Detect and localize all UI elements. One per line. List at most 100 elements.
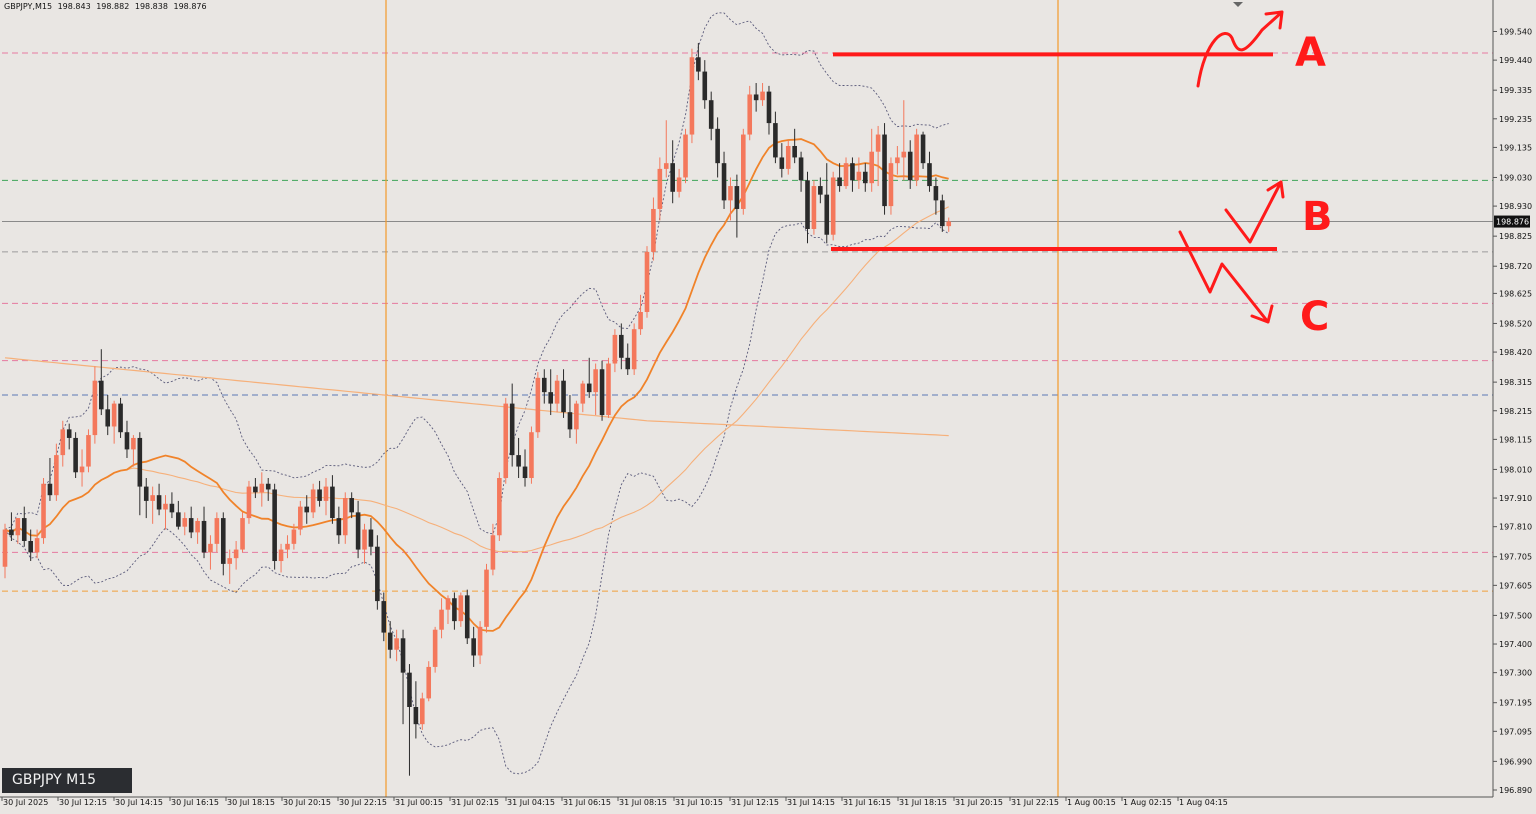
candle-body-134 [862,171,868,184]
candle-body-23 [150,495,155,501]
candle-body-105 [676,177,682,192]
candle-body-144 [927,163,932,187]
time-tick-label-15: 31 Jul 16:15 [843,798,891,807]
candle-body-96 [619,334,624,358]
candle-body-76 [490,535,496,570]
candle-body-11 [73,437,78,473]
ma-slow-line [4,357,949,437]
candle-body-110 [708,100,714,129]
price-axis: 199.540 199.440 199.335 199.235 199.135 199.0… [1493,28,1532,795]
time-tick-label-19: 1 Aug 00:15 [1067,798,1116,807]
candle-body-5 [34,538,40,553]
bollinger-upper [4,12,949,535]
price-tick-label-0: 199.540 [1499,28,1532,37]
candle-body-15 [99,380,104,410]
candle-body-14 [92,380,98,436]
time-tick-label-11: 31 Jul 08:15 [619,798,667,807]
candle-body-24 [156,495,162,510]
candle-body-147 [946,221,952,227]
candle-body-22 [143,486,149,501]
candle-body-86 [554,380,560,404]
price-tick-label-17: 197.810 [1499,523,1532,532]
price-tick-label-18: 197.705 [1499,553,1532,562]
candle-body-89 [574,403,579,430]
time-tick-label-13: 31 Jul 12:15 [731,798,779,807]
time-tick-label-21: 1 Aug 04:15 [1179,798,1228,807]
candle-body-129 [830,177,836,235]
candle-body-84 [541,377,547,393]
candle-body-140 [901,151,907,158]
current-price-box [1494,215,1530,228]
candle-body-8 [54,455,59,496]
candle-body-27 [176,512,181,527]
candle-body-70 [452,598,457,622]
candle-body-142 [914,134,919,181]
bollinger-lower [4,221,949,775]
candle-body-18 [118,403,123,433]
candle-body-52 [336,518,342,536]
candle-body-91 [586,383,592,393]
candle-body-123 [792,145,797,158]
low-price: 198.838 [134,2,168,11]
candle-body-34 [220,518,226,564]
candle-body-12 [79,466,85,473]
candle-body-17 [111,403,117,427]
time-tick-label-7: 31 Jul 00:15 [395,798,443,807]
price-tick-label-8: 198.720 [1499,262,1532,271]
candle-body-113 [728,186,733,201]
candle-body-109 [702,71,708,101]
candle-body-79 [509,403,515,456]
candle-body-114 [734,186,740,209]
candle-body-116 [747,94,753,135]
candle-body-54 [349,498,354,513]
candle-body-61 [394,638,399,650]
time-tick-label-2: 30 Jul 14:15 [115,798,163,807]
chart-shift-marker[interactable] [1233,2,1243,7]
scenario-b-arrow [1224,180,1285,244]
candle-body-111 [715,128,720,164]
candle-body-28 [182,518,188,527]
open-price: 198.843 [57,2,91,11]
price-tick-label-20: 197.500 [1499,611,1532,620]
annotations: A B C [831,10,1333,340]
candle-body-118 [760,91,765,101]
candle-body-46 [298,506,303,530]
time-tick-label-8: 31 Jul 02:15 [451,798,499,807]
candle-body-88 [567,412,573,430]
candle-body-132 [850,163,855,181]
price-tick-label-10: 198.520 [1499,319,1532,328]
candle-body-51 [330,486,335,519]
candle-body-72 [464,595,470,639]
candle-body-143 [920,134,926,164]
price-tick-label-26: 196.890 [1499,786,1532,795]
price-tick-label-25: 196.990 [1499,757,1532,766]
candle-body-1 [9,529,14,536]
price-tick-label-22: 197.300 [1499,669,1532,678]
candle-body-100 [644,251,650,313]
candle-body-95 [612,334,618,364]
time-tick-label-9: 31 Jul 04:15 [507,798,555,807]
candle-body-124 [798,157,804,181]
candle-body-43 [278,549,284,562]
candle-body-104 [670,163,675,192]
candle-body-35 [227,558,232,564]
candle-body-60 [387,632,393,650]
candle-body-32 [208,543,213,553]
candle-body-55 [355,512,361,550]
candle-body-73 [471,638,476,656]
candle-body-6 [41,483,46,539]
candle-body-122 [785,145,791,169]
horizontal-levels [2,52,1493,592]
candle-body-135 [869,151,874,184]
candle-body-58 [375,546,380,602]
candle-body-3 [21,518,27,541]
candle-body-71 [458,595,464,622]
scenario-label-C: C [1300,294,1329,340]
price-tick-label-19: 197.605 [1499,581,1532,590]
time-tick-label-5: 30 Jul 20:15 [283,798,331,807]
candle-body-103 [663,163,669,169]
candle-body-2 [15,518,21,536]
time-tick-label-10: 31 Jul 06:15 [563,798,611,807]
